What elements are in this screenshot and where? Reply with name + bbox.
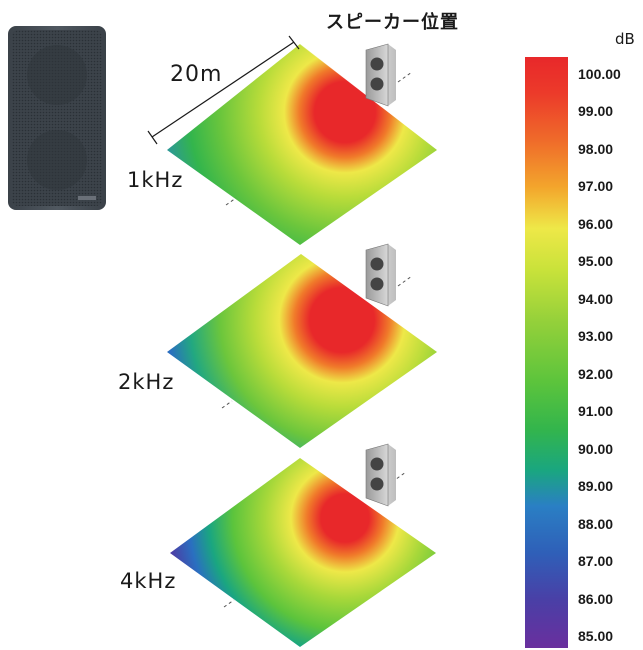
axis-dash	[221, 275, 413, 409]
scale-tick-label: 92.00	[578, 366, 614, 382]
scale-tick-label: 97.00	[578, 178, 614, 194]
dimension-line	[147, 35, 300, 145]
speaker-position-icon	[365, 43, 396, 107]
scale-tick-label: 90.00	[578, 441, 614, 457]
frequency-label-4khz: 4kHz	[120, 569, 177, 593]
scale-tick-label: 87.00	[578, 553, 614, 569]
speaker-position-icon	[365, 243, 396, 307]
scale-tick-label: 99.00	[578, 103, 614, 119]
scale-tick-label: 98.00	[578, 141, 614, 157]
axis-dash	[225, 71, 413, 206]
heatmap-4khz	[170, 458, 436, 647]
heatmap-1khz	[167, 43, 437, 245]
scale-tick-label: 88.00	[578, 516, 614, 532]
speaker-product-icon	[8, 26, 106, 210]
scale-tick-label: 94.00	[578, 291, 614, 307]
scale-tick-label: 86.00	[578, 591, 614, 607]
scale-tick-label: 93.00	[578, 328, 614, 344]
scale-tick-label: 95.00	[578, 253, 614, 269]
distance-label: 20m	[170, 62, 223, 87]
speaker-position-icon	[365, 443, 396, 507]
frequency-label-1khz: 1kHz	[127, 168, 184, 192]
color-scale-bar	[525, 57, 568, 648]
unit-label: dB	[615, 30, 635, 48]
heatmap-2khz	[167, 254, 437, 448]
frequency-label-2khz: 2kHz	[118, 370, 175, 394]
scale-tick-label: 100.00	[578, 66, 621, 82]
scale-tick-label: 91.00	[578, 403, 614, 419]
scale-tick-label: 85.00	[578, 628, 614, 644]
scale-tick-label: 89.00	[578, 478, 614, 494]
speaker-position-title: スピーカー位置	[326, 12, 459, 33]
scale-tick-label: 96.00	[578, 216, 614, 232]
